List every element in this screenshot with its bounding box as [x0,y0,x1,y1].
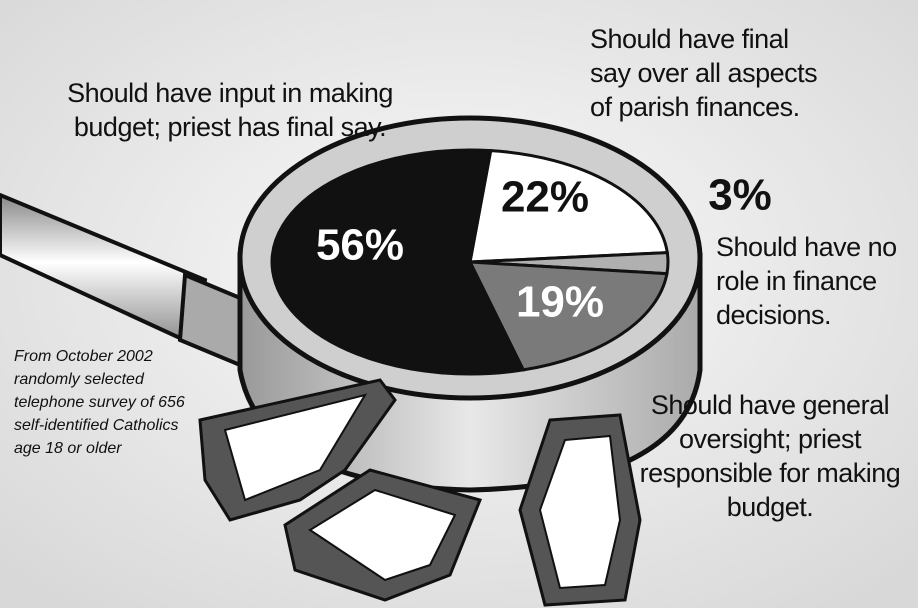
bill [538,434,622,590]
pie [270,148,670,376]
category-label: Should have general oversight; priest re… [639,390,901,522]
pie-labels: 22% 3% 19% 56% [316,171,772,327]
pie-slice [468,149,670,264]
value-label: 3% [708,171,772,220]
value-label: 19% [516,278,604,327]
pie-slice [467,260,669,372]
category-label: Should have no role in finance decisions… [716,232,897,330]
bill [223,393,368,502]
bill [308,488,457,582]
source-note: From October 2002 randomly selected tele… [14,348,185,457]
value-label: 22% [501,173,589,222]
value-label: 56% [316,221,404,270]
category-label: Should have final say over all aspects o… [590,24,818,122]
category-label: Should have input in making budget; prie… [67,78,393,142]
pie-slice [270,148,526,376]
